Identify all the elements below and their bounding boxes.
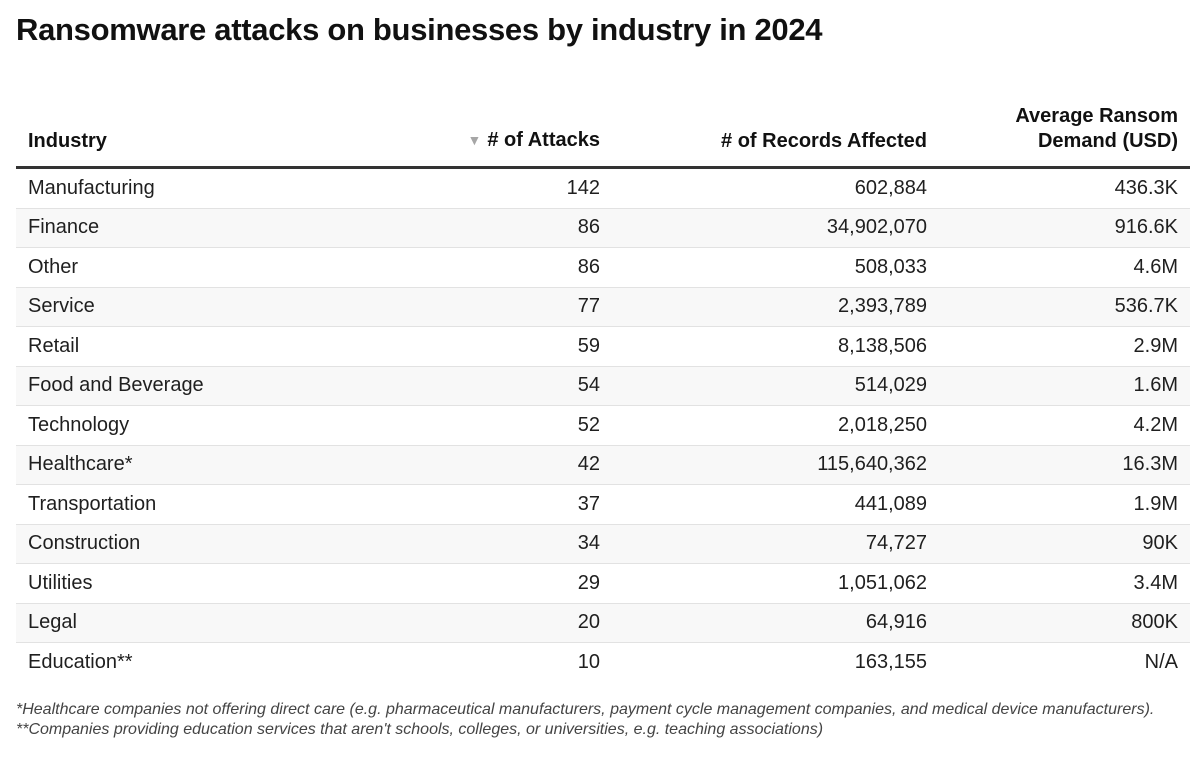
table-row: Legal 20 64,916 800K [16, 603, 1190, 643]
cell-ransom: 16.3M [939, 445, 1190, 485]
column-header-attacks-label: # of Attacks [487, 129, 600, 151]
cell-records: 34,902,070 [612, 208, 939, 248]
cell-attacks: 86 [356, 208, 612, 248]
cell-industry: Education** [28, 650, 133, 673]
cell-ransom: 4.6M [939, 247, 1190, 288]
cell-ransom: 916.6K [939, 208, 1190, 248]
cell-ransom: 1.6M [939, 366, 1190, 406]
cell-ransom: 800K [939, 603, 1190, 643]
cell-attacks: 10 [577, 650, 600, 673]
cell-attacks: 54 [356, 366, 612, 406]
table-row: Construction 34 74,727 90K [16, 524, 1190, 564]
cell-records: 163,155 [854, 650, 927, 673]
table-header: Industry ▼ # of Attacks # of Records Affe… [16, 88, 1190, 169]
table-row: Healthcare* 42 115,640,362 16.3M [16, 445, 1190, 485]
cell-records: 115,640,362 [612, 445, 939, 485]
column-header-industry-label: Industry [28, 130, 107, 152]
cell-attacks: 142 [356, 167, 612, 209]
cell-ransom: 4.2M [939, 405, 1190, 446]
cell-records: 8,138,506 [612, 326, 939, 367]
table-row: Technology 52 2,018,250 4.2M [16, 405, 1190, 446]
cell-industry: Retail [16, 326, 356, 367]
cell-industry: Technology [16, 405, 356, 446]
cell-industry: Food and Beverage [16, 366, 356, 406]
cell-attacks: 77 [356, 287, 612, 327]
cell-industry: Other [16, 247, 356, 288]
table-row: Transportation 37 441,089 1.9M [16, 484, 1190, 525]
cell-attacks: 86 [356, 247, 612, 288]
cell-industry: Finance [16, 208, 356, 248]
ransomware-table: Industry ▼ # of Attacks # of Records Affe… [16, 88, 1190, 682]
cell-ransom: 90K [939, 524, 1190, 564]
footnotes: *Healthcare companies not offering direc… [16, 700, 1166, 740]
cell-industry: Transportation [16, 484, 356, 525]
cell-ransom: 536.7K [939, 287, 1190, 327]
column-header-ransom-line1: Average Ransom [1015, 105, 1178, 127]
cell-ransom: 2.9M [939, 326, 1190, 367]
cell-ransom: N/A [1144, 650, 1178, 673]
cell-records: 2,393,789 [612, 287, 939, 327]
column-header-industry[interactable]: Industry [16, 88, 356, 169]
cell-attacks: 20 [356, 603, 612, 643]
table-row: Utilities 29 1,051,062 3.4M [16, 563, 1190, 604]
cell-industry: Manufacturing [16, 167, 356, 209]
table-row: Food and Beverage 54 514,029 1.6M [16, 366, 1190, 406]
column-header-records[interactable]: # of Records Affected [612, 88, 939, 169]
column-header-ransom-line2: Demand (USD) [1037, 130, 1178, 152]
cell-records: 514,029 [612, 366, 939, 406]
cell-industry: Legal [16, 603, 356, 643]
page-title: Ransomware attacks on businesses by indu… [16, 12, 823, 47]
cell-industry: Healthcare* [16, 445, 356, 485]
cell-attacks: 59 [356, 326, 612, 367]
cell-records: 64,916 [612, 603, 939, 643]
cell-attacks: 29 [356, 563, 612, 604]
table-row: Retail 59 8,138,506 2.9M [16, 326, 1190, 367]
table-row: Finance 86 34,902,070 916.6K [16, 208, 1190, 248]
cell-ransom: 3.4M [939, 563, 1190, 604]
cell-records: 508,033 [612, 247, 939, 288]
footnote-education: **Companies providing education services… [16, 721, 824, 738]
cell-records: 441,089 [612, 484, 939, 525]
table-row: Other 86 508,033 4.6M [16, 247, 1190, 288]
cell-ransom: 436.3K [939, 167, 1190, 209]
table-row: Education** 10 163,155 N/A [16, 643, 1190, 682]
table-row: Manufacturing 142 602,884 436.3K [16, 167, 1190, 209]
column-header-ransom[interactable]: Average Ransom Demand (USD) [939, 88, 1190, 169]
cell-industry: Construction [16, 524, 356, 564]
cell-industry: Utilities [16, 563, 356, 604]
column-header-records-label: # of Records Affected [721, 130, 927, 152]
cell-ransom: 1.9M [939, 484, 1190, 525]
column-header-attacks[interactable]: ▼ # of Attacks [356, 88, 612, 169]
cell-attacks: 37 [356, 484, 612, 525]
cell-records: 2,018,250 [612, 405, 939, 446]
cell-records: 602,884 [612, 167, 939, 209]
header-row: Industry ▼ # of Attacks # of Records Affe… [16, 88, 1190, 169]
table-row: Service 77 2,393,789 536.7K [16, 287, 1190, 327]
cell-records: 1,051,062 [612, 563, 939, 604]
table-body: Manufacturing 142 602,884 436.3K Finance 86 34… [16, 167, 1190, 682]
cell-records: 74,727 [612, 524, 939, 564]
footnote-healthcare: *Healthcare companies not offering direc… [16, 701, 1155, 718]
cell-attacks: 52 [356, 405, 612, 446]
cell-attacks: 34 [356, 524, 612, 564]
cell-attacks: 42 [356, 445, 612, 485]
cell-industry: Service [16, 287, 356, 327]
sort-down-icon: ▼ [467, 132, 482, 148]
